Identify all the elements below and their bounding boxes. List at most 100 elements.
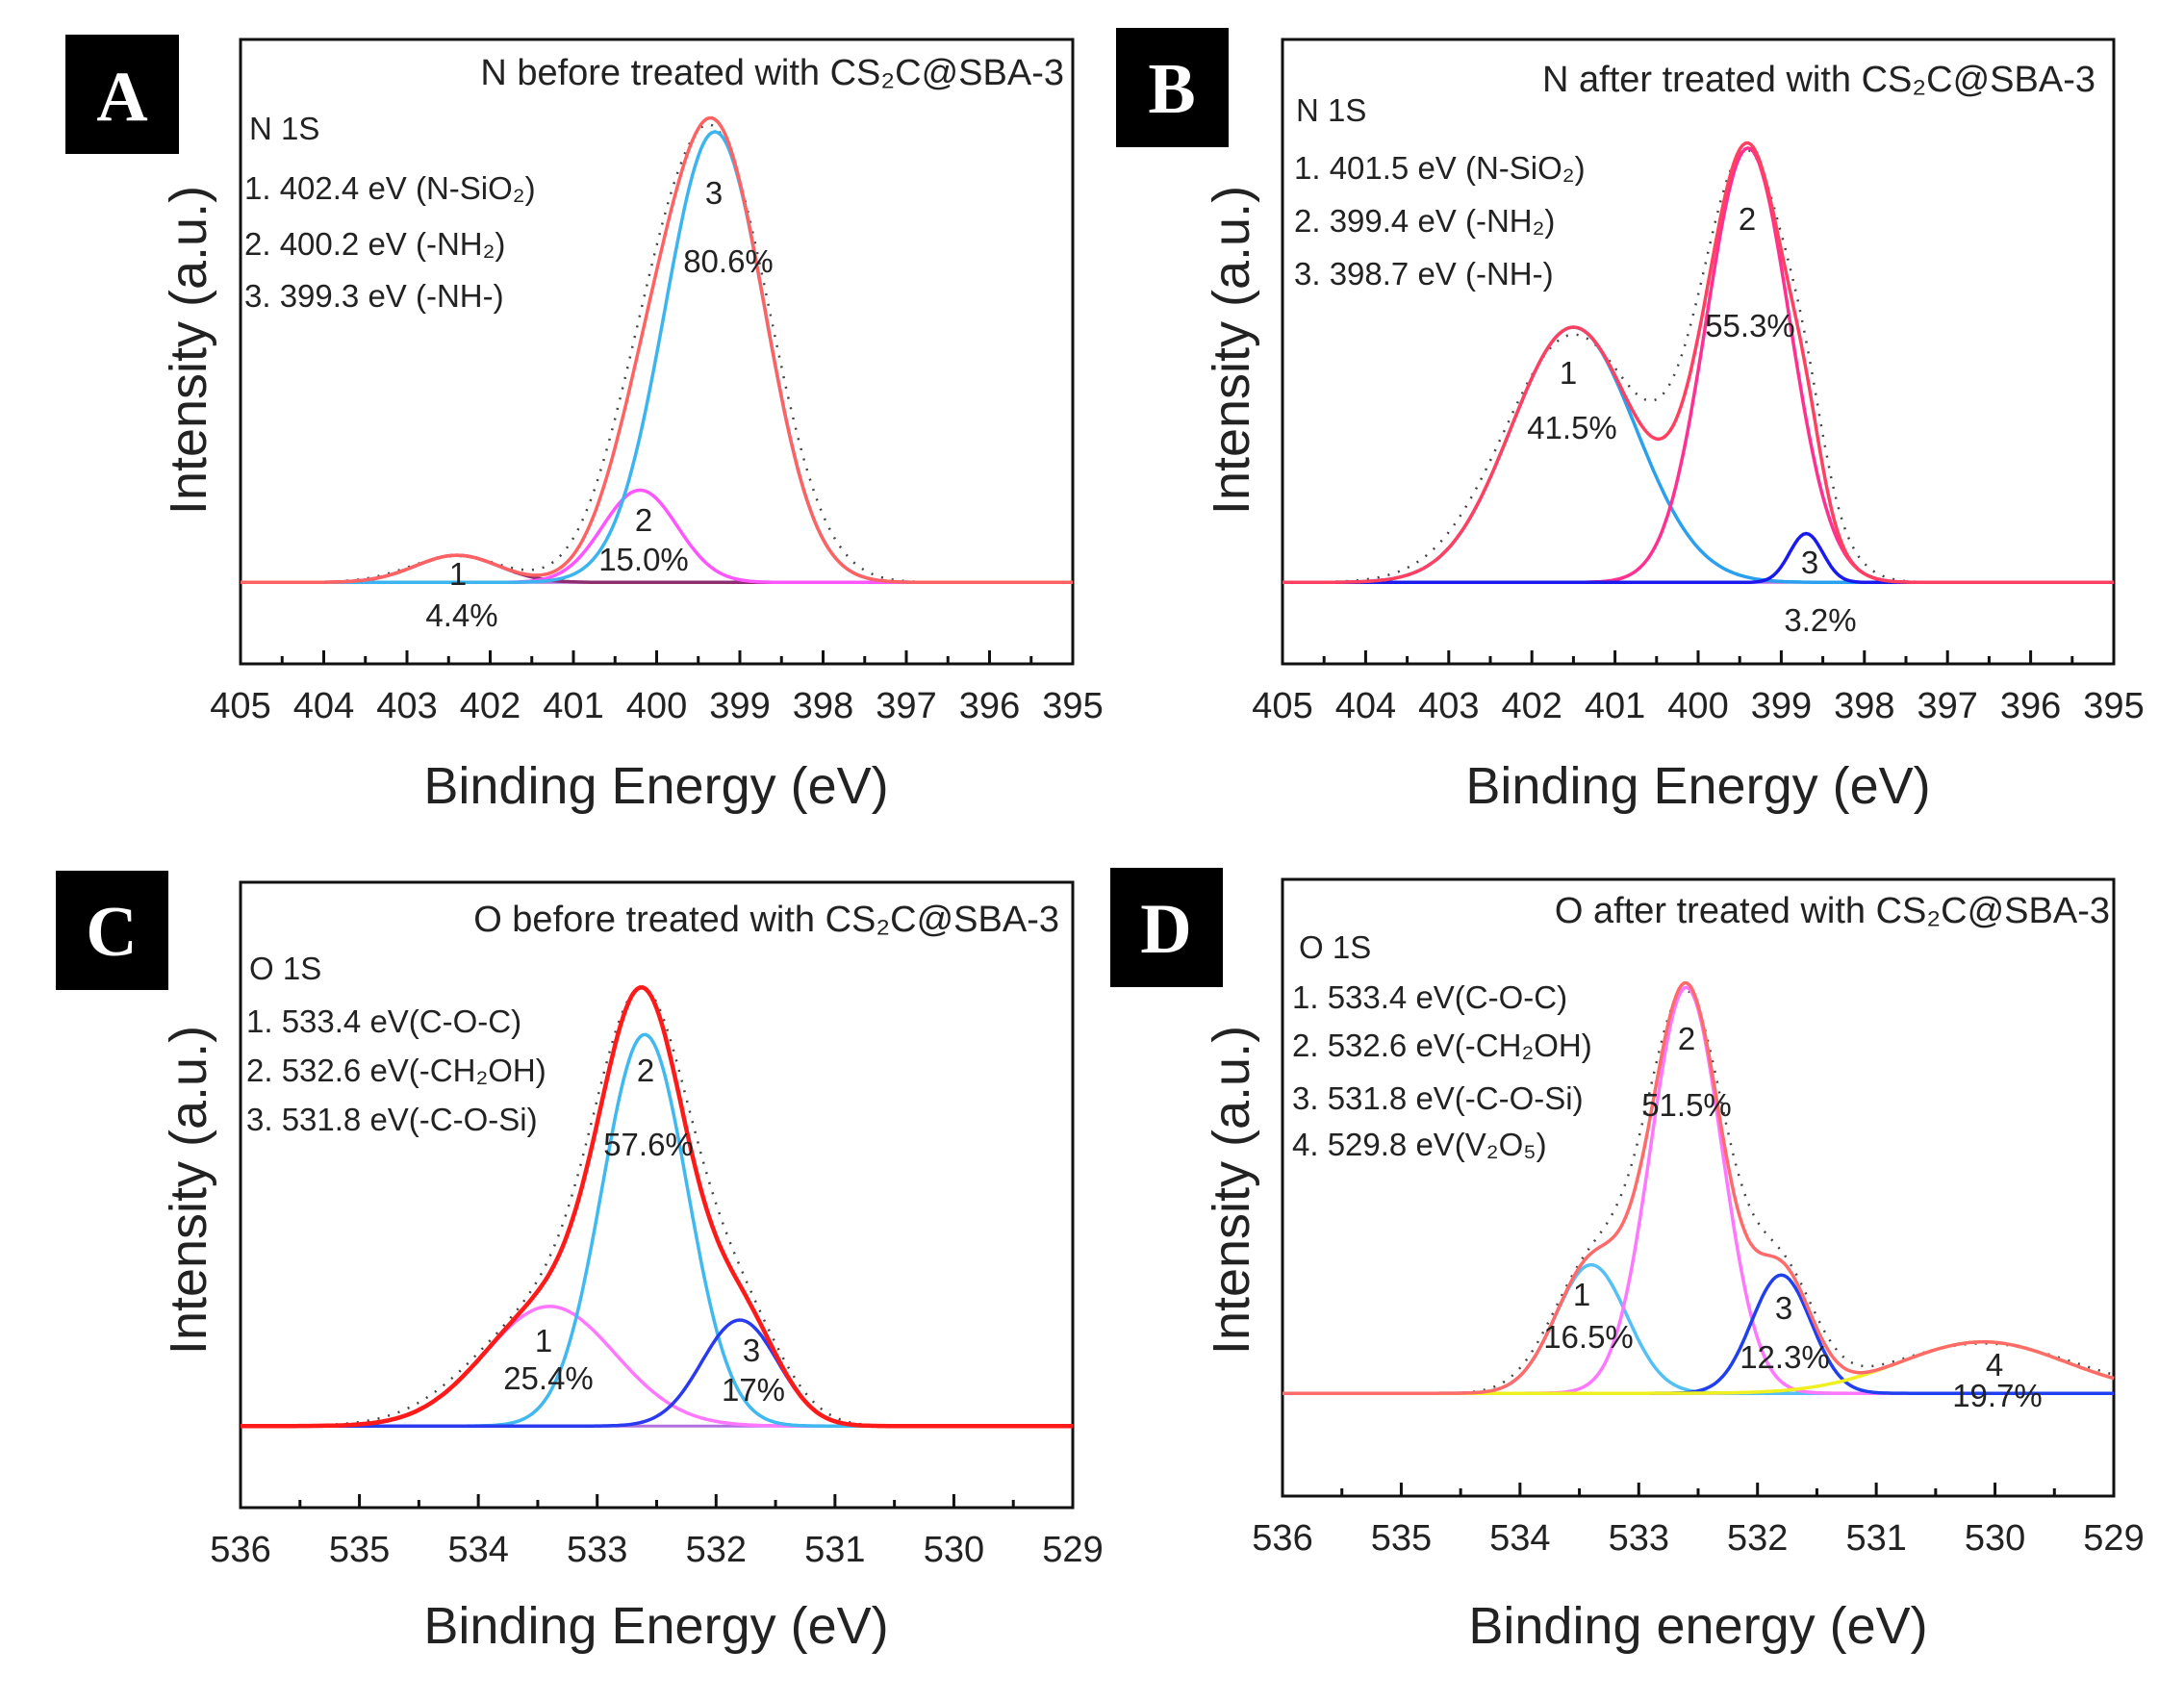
- x-tick-label: 404: [1335, 686, 1396, 726]
- x-tick-label: 531: [804, 1530, 865, 1570]
- peak-percent: 25.4%: [503, 1360, 594, 1396]
- peak-id: 2: [1739, 201, 1756, 237]
- x-tick-label: 531: [1845, 1518, 1906, 1559]
- x-tick-label: 529: [2083, 1518, 2144, 1559]
- x-tick-label: 400: [1667, 686, 1728, 726]
- peak-percent: 55.3%: [1705, 308, 1795, 343]
- legend-line: 1. 401.5 eV (N-SiO₂): [1294, 150, 1586, 186]
- fit-envelope: [241, 115, 1073, 585]
- panel-letter: D: [1140, 890, 1191, 969]
- peak-id: 4: [1986, 1347, 2003, 1383]
- peak-percent: 17%: [722, 1372, 785, 1408]
- panel-b: B 405 404 403 402 401 400 399 398 397 396 395 N af…: [1116, 28, 2145, 815]
- x-tick-label: 534: [1489, 1518, 1550, 1559]
- x-tick-label: 405: [210, 686, 270, 726]
- x-tick-label: 400: [626, 686, 687, 726]
- x-tick-label: 402: [1501, 686, 1562, 726]
- x-tick-label: 536: [1252, 1518, 1312, 1559]
- fit-component-1: [241, 1305, 1073, 1428]
- panel-letter: C: [86, 893, 137, 972]
- legend-line: 1. 533.4 eV(C-O-C): [1292, 979, 1567, 1015]
- x-tick-label: 536: [210, 1530, 270, 1570]
- y-axis-label: Intensity (a.u.): [160, 186, 217, 515]
- x-tick-label: 533: [567, 1530, 627, 1570]
- peak-percent: 15.0%: [598, 542, 689, 577]
- x-tick-label: 535: [1371, 1518, 1432, 1559]
- panel-letter-box: [1110, 868, 1223, 987]
- legend-line: 2. 400.2 eV (-NH₂): [244, 226, 505, 262]
- peak-id: 1: [535, 1323, 552, 1358]
- x-axis-label: Binding Energy (eV): [423, 757, 888, 815]
- legend-header: N 1S: [1296, 92, 1366, 128]
- x-tick-label: 403: [376, 686, 437, 726]
- peak-id: 2: [1678, 1021, 1695, 1056]
- legend-line: 3. 531.8 eV(-C-O-Si): [246, 1102, 538, 1137]
- legend-line: 2. 532.6 eV(-CH₂OH): [246, 1053, 546, 1088]
- legend-header: O 1S: [1299, 929, 1371, 965]
- x-tick-label: 396: [2000, 686, 2061, 726]
- legend-line: 1. 533.4 eV(C-O-C): [246, 1003, 521, 1039]
- x-axis-label: Binding Energy (eV): [423, 1597, 888, 1655]
- x-tick-label: 401: [1585, 686, 1645, 726]
- x-tick-label: 395: [2083, 686, 2144, 726]
- fit-component-2: [241, 1032, 1073, 1428]
- panel-letter-box: [56, 871, 168, 990]
- peak-id: 1: [1573, 1277, 1590, 1312]
- legend-line: 1. 402.4 eV (N-SiO₂): [244, 170, 536, 206]
- legend-line: 3. 531.8 eV(-C-O-Si): [1292, 1080, 1584, 1116]
- x-tick-label: 532: [1727, 1518, 1788, 1559]
- peak-id: 3: [1801, 545, 1818, 580]
- plot-frame: [239, 880, 1075, 1510]
- fit-component-3: [241, 1318, 1073, 1428]
- x-ticks: 536 535 534 533 532 531 530 529: [210, 1494, 1104, 1570]
- peak-id: 1: [449, 556, 467, 592]
- curves: [1282, 980, 2115, 1395]
- y-axis-label: Intensity (a.u.): [1203, 1026, 1260, 1355]
- x-axis-label: Binding energy (eV): [1468, 1597, 1927, 1655]
- x-tick-label: 529: [1042, 1530, 1103, 1570]
- x-tick-label: 535: [329, 1530, 390, 1570]
- x-tick-label: 399: [1751, 686, 1812, 726]
- x-tick-label: 399: [709, 686, 770, 726]
- panel-c: C 536 535 534 533 532 531 530 529 O before trea…: [56, 871, 1104, 1655]
- x-tick-label: 398: [793, 686, 853, 726]
- x-ticks: 405 404 403 402 401 400 399 398 397 396 395: [1252, 650, 2145, 726]
- peak-percent: 19.7%: [1952, 1378, 2043, 1413]
- peak-id: 2: [637, 1053, 654, 1088]
- y-axis-label: Intensity (a.u.): [160, 1026, 217, 1355]
- panel-letter: A: [96, 58, 147, 137]
- x-tick-label: 398: [1834, 686, 1894, 726]
- fit-envelope: [1282, 140, 2114, 585]
- x-ticks: 405 404 403 402 401 400 399 398 397 396 395: [210, 650, 1104, 726]
- plot-frame: [1281, 38, 2116, 666]
- x-tick-label: 395: [1042, 686, 1103, 726]
- x-tick-label: 397: [876, 686, 936, 726]
- y-axis-label: Intensity (a.u.): [1203, 186, 1260, 515]
- peak-percent: 3.2%: [1784, 602, 1856, 638]
- x-tick-label: 402: [460, 686, 521, 726]
- legend-line: 2. 399.4 eV (-NH₂): [1294, 203, 1555, 239]
- fit-envelope: [1282, 980, 2115, 1395]
- x-tick-label: 530: [1965, 1518, 2025, 1559]
- peak-id: 3: [1775, 1290, 1792, 1326]
- legend-line: 3. 398.7 eV (-NH-): [1294, 256, 1554, 292]
- peak-id: 2: [635, 502, 652, 538]
- x-tick-label: 401: [543, 686, 603, 726]
- panel-d: D 536 535 534 533 532 531 530 529 O after treat…: [1110, 868, 2145, 1655]
- peak-percent: 51.5%: [1641, 1087, 1732, 1123]
- x-tick-label: 530: [924, 1530, 984, 1570]
- panel-letter-box: [1116, 28, 1229, 147]
- peak-percent: 57.6%: [603, 1127, 694, 1162]
- legend-line: 2. 532.6 eV(-CH₂OH): [1292, 1028, 1592, 1063]
- chart-title: N after treated with CS₂C@SBA-3: [1542, 60, 2095, 100]
- panel-letter-box: [65, 35, 179, 154]
- peak-percent: 41.5%: [1527, 410, 1617, 445]
- x-tick-label: 397: [1917, 686, 1977, 726]
- chart-title: O before treated with CS₂C@SBA-3: [473, 900, 1059, 940]
- legend-line: 4. 529.8 eV(V₂O₅): [1292, 1127, 1547, 1162]
- peak-percent: 4.4%: [425, 597, 497, 633]
- peak-id: 1: [1560, 355, 1577, 391]
- legend-header: O 1S: [249, 951, 321, 986]
- chart-title: O after treated with CS₂C@SBA-3: [1555, 891, 2110, 931]
